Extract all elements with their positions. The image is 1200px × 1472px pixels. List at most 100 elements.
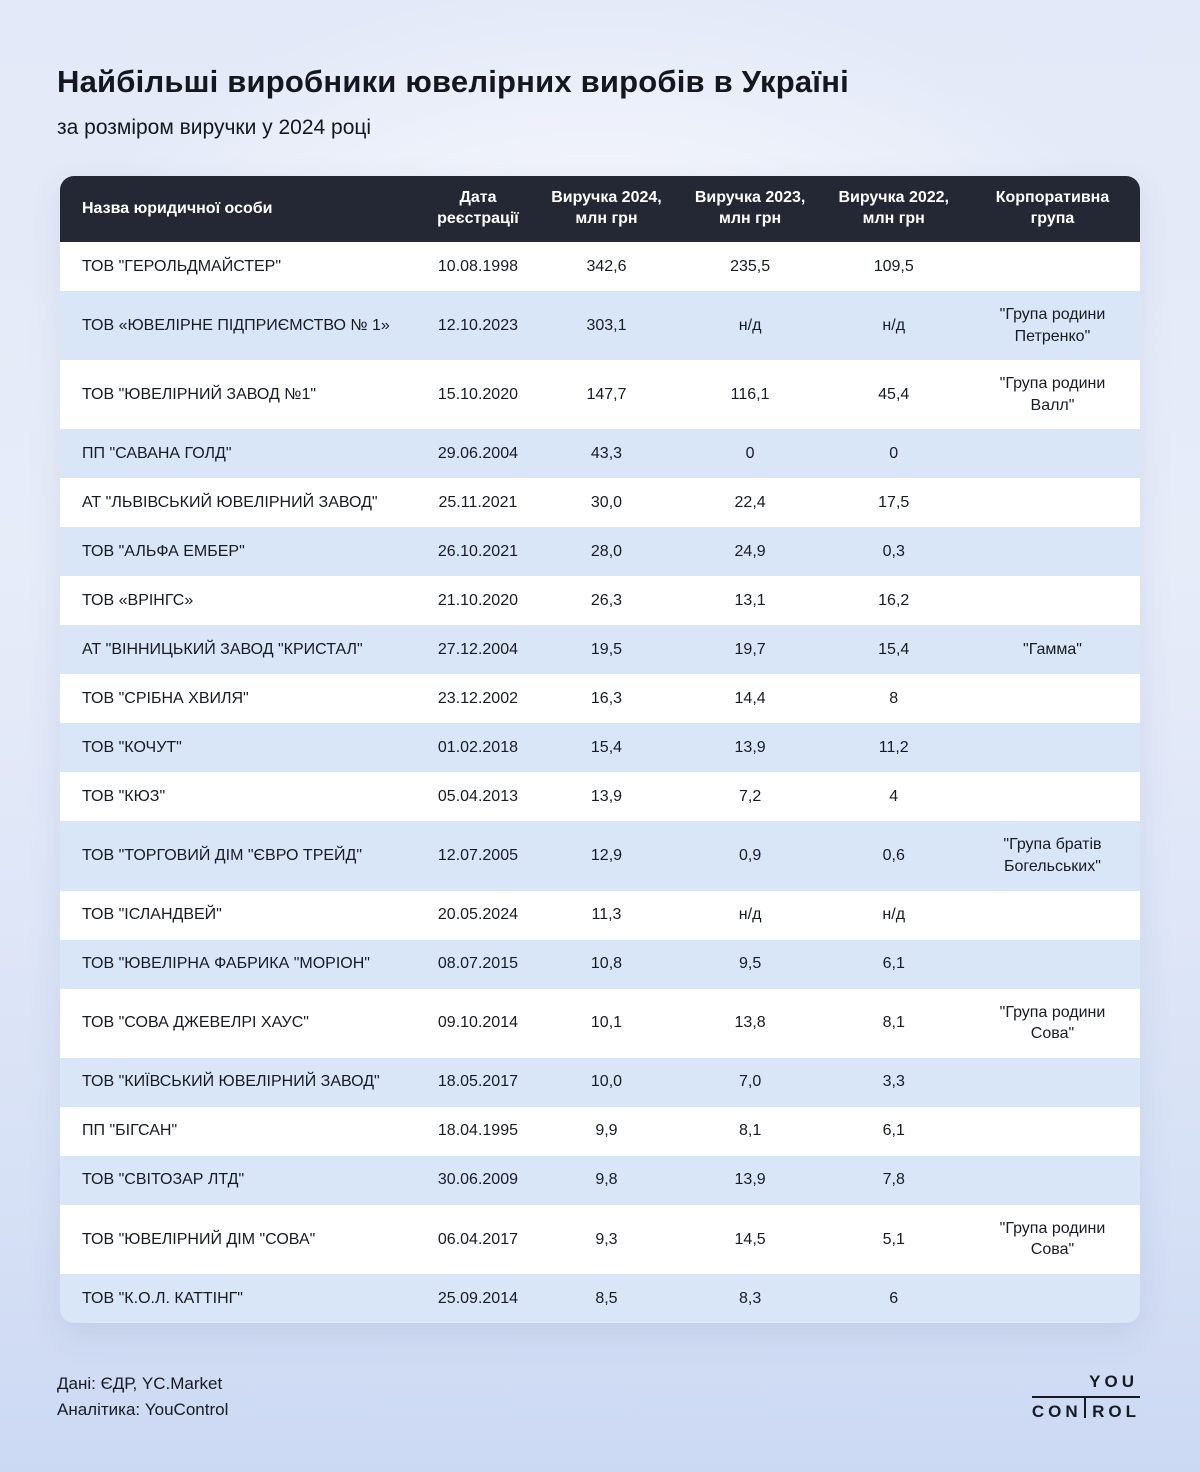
youcontrol-logo: YOU CON ROL — [1031, 1372, 1140, 1422]
cell-revenue-2023: 235,5 — [730, 257, 771, 275]
column-header-name: Назва юридичної особи — [82, 199, 273, 217]
cell-company-name: ТОВ "СРІБНА ХВИЛЯ" — [82, 690, 249, 708]
cell-revenue-2023: 14,4 — [734, 690, 766, 708]
logo-text-con: CON — [1031, 1402, 1082, 1422]
cell-revenue-2024: 19,5 — [590, 641, 623, 659]
cell-revenue-2023: 8,1 — [738, 1122, 762, 1140]
cell-corporate-group: "Група родини Петренко" — [999, 306, 1106, 345]
cell-registration-date: 25.11.2021 — [438, 494, 518, 512]
cell-corporate-group — [965, 686, 1140, 712]
cell-revenue-2023: 7,2 — [738, 788, 762, 806]
cell-corporate-group — [965, 784, 1140, 810]
logo-text-you: YOU — [1089, 1372, 1138, 1392]
cell-revenue-2023: 13,9 — [734, 1171, 766, 1189]
cell-revenue-2024: 30,0 — [590, 494, 623, 512]
cell-revenue-2023: 7,0 — [738, 1073, 762, 1091]
table-row: АТ "ЛЬВІВСЬКИЙ ЮВЕЛІРНИЙ ЗАВОД" 25.11.202… — [60, 478, 1140, 528]
cell-corporate-group — [965, 1118, 1140, 1144]
cell-corporate-group — [965, 1167, 1140, 1193]
cell-company-name: ТОВ «ЮВЕЛІРНЕ ПІДПРИЄМСТВО № 1» — [82, 316, 390, 334]
cell-company-name: ТОВ "КОЧУТ" — [82, 739, 182, 757]
table-row: ТОВ "ЮВЕЛІРНИЙ ЗАВОД №1" 15.10.2020 147,7 1… — [60, 360, 1140, 430]
cell-revenue-2022: 15,4 — [878, 641, 910, 659]
logo-text-rol: ROL — [1092, 1402, 1140, 1422]
cell-revenue-2023: 8,3 — [738, 1289, 762, 1307]
cell-company-name: ТОВ "ЮВЕЛІРНИЙ ЗАВОД №1" — [82, 385, 317, 403]
cell-corporate-group — [965, 441, 1140, 467]
table-row: ТОВ "ІСЛАНДВЕЙ" 20.05.2024 11,3 н/д н/д — [60, 890, 1140, 940]
table-row: ТОВ "КИЇВСЬКИЙ ЮВЕЛІРНИЙ ЗАВОД" 18.05.201… — [60, 1057, 1140, 1107]
cell-company-name: ТОВ «ВРІНГС» — [82, 592, 194, 610]
cell-revenue-2024: 10,1 — [590, 1014, 623, 1032]
cell-registration-date: 26.10.2021 — [437, 543, 518, 561]
cell-revenue-2022: 7,8 — [882, 1171, 905, 1189]
column-header-registration-date: Дата реєстрації — [437, 189, 519, 227]
cell-registration-date: 12.10.2023 — [437, 316, 518, 334]
cell-company-name: ТОВ "ГЕРОЛЬДМАЙСТЕР" — [82, 257, 282, 275]
cell-corporate-group — [965, 588, 1140, 614]
cell-revenue-2022: 3,3 — [882, 1073, 905, 1091]
cell-corporate-group — [965, 1285, 1140, 1311]
cell-registration-date: 23.12.2002 — [437, 690, 518, 708]
cell-registration-date: 29.06.2004 — [437, 445, 518, 463]
logo-text-control: CON ROL — [1031, 1396, 1140, 1422]
cell-revenue-2023: 24,9 — [734, 543, 766, 561]
cell-revenue-2023: н/д — [738, 906, 762, 924]
table-row: ТОВ "ЮВЕЛІРНА ФАБРИКА "МОРІОН" 08.07.2015… — [60, 939, 1140, 989]
cell-revenue-2023: 19,7 — [734, 641, 766, 659]
cell-revenue-2023: н/д — [738, 316, 762, 334]
cell-registration-date: 08.07.2015 — [437, 955, 518, 973]
cell-revenue-2022: н/д — [882, 316, 906, 334]
cell-company-name: ПП "БІГСАН" — [82, 1122, 178, 1140]
table-row: ТОВ "АЛЬФА ЕМБЕР" 26.10.2021 28,0 24,9 0,3 — [60, 527, 1140, 577]
cell-registration-date: 05.04.2013 — [437, 788, 518, 806]
cell-corporate-group: "Гамма" — [1023, 641, 1082, 659]
cell-revenue-2022: 0,3 — [882, 543, 905, 561]
table-row: ТОВ "КЮЗ" 05.04.2013 13,9 7,2 4 — [60, 772, 1140, 822]
cell-revenue-2022: 16,2 — [878, 592, 910, 610]
cell-revenue-2022: 45,4 — [878, 385, 910, 403]
cell-company-name: ТОВ "КЮЗ" — [82, 788, 166, 806]
cell-revenue-2024: 10,0 — [590, 1073, 623, 1091]
cell-revenue-2022: 8 — [889, 690, 899, 708]
cell-registration-date: 09.10.2014 — [437, 1014, 518, 1032]
cell-revenue-2022: 0 — [889, 445, 899, 463]
cell-company-name: ТОВ "ТОРГОВИЙ ДІМ "ЄВРО ТРЕЙД" — [82, 847, 363, 865]
cell-registration-date: 18.05.2017 — [437, 1073, 518, 1091]
cell-revenue-2024: 342,6 — [586, 257, 627, 275]
header-block: Найбільші виробники ювелірних виробів в … — [0, 0, 1200, 140]
cell-revenue-2022: 6,1 — [882, 955, 905, 973]
cell-corporate-group: "Група братів Богельських" — [1003, 836, 1102, 875]
footer: Дані: ЄДР, YC.Market Аналітика: YouContr… — [0, 1371, 1200, 1424]
cell-revenue-2024: 16,3 — [590, 690, 623, 708]
cell-revenue-2022: 8,1 — [882, 1014, 905, 1032]
cell-revenue-2024: 11,3 — [591, 906, 622, 924]
table-row: ТОВ "ТОРГОВИЙ ДІМ "ЄВРО ТРЕЙД" 12.07.2005… — [60, 821, 1140, 891]
cell-company-name: ТОВ "СОВА ДЖЕВЕЛРІ ХАУС" — [82, 1014, 309, 1032]
cell-corporate-group — [965, 539, 1140, 565]
cell-revenue-2022: 0,6 — [882, 847, 905, 865]
cell-revenue-2024: 9,3 — [595, 1230, 618, 1248]
cell-registration-date: 25.09.2014 — [437, 1289, 518, 1307]
cell-registration-date: 10.08.1998 — [437, 257, 518, 275]
cell-corporate-group: "Група родини Сова" — [999, 1003, 1106, 1043]
cell-revenue-2022: 4 — [889, 788, 899, 806]
cell-revenue-2022: 11,2 — [878, 739, 909, 757]
cell-registration-date: 30.06.2009 — [437, 1171, 518, 1189]
cell-company-name: ТОВ "АЛЬФА ЕМБЕР" — [82, 543, 245, 561]
cell-revenue-2024: 8,5 — [595, 1289, 618, 1307]
table-row: ТОВ «ЮВЕЛІРНЕ ПІДПРИЄМСТВО № 1» 12.10.202… — [60, 291, 1140, 361]
table-row: ТОВ "СОВА ДЖЕВЕЛРІ ХАУС" 09.10.2014 10,1 13… — [60, 988, 1140, 1058]
cell-company-name: ПП "САВАНА ГОЛД" — [82, 445, 232, 463]
column-header-corporate-group: Корпоративна група — [995, 189, 1110, 227]
cell-corporate-group: "Група родини Сова" — [999, 1219, 1106, 1259]
companies-table: Назва юридичної особи Дата реєстрації Ви… — [60, 176, 1140, 1323]
cell-revenue-2022: 109,5 — [873, 257, 914, 275]
table-row: ТОВ "К.О.Л. КАТТІНГ" 25.09.2014 8,5 8,3 6 — [60, 1273, 1140, 1323]
data-source-line: Дані: ЄДР, YC.Market — [57, 1373, 223, 1393]
cell-revenue-2024: 13,9 — [590, 788, 623, 806]
table-row: ТОВ "ГЕРОЛЬДМАЙСТЕР" 10.08.1998 342,6 235,5… — [60, 242, 1140, 291]
logo-t-bar-icon — [1083, 1397, 1087, 1418]
cell-revenue-2024: 10,8 — [590, 955, 623, 973]
